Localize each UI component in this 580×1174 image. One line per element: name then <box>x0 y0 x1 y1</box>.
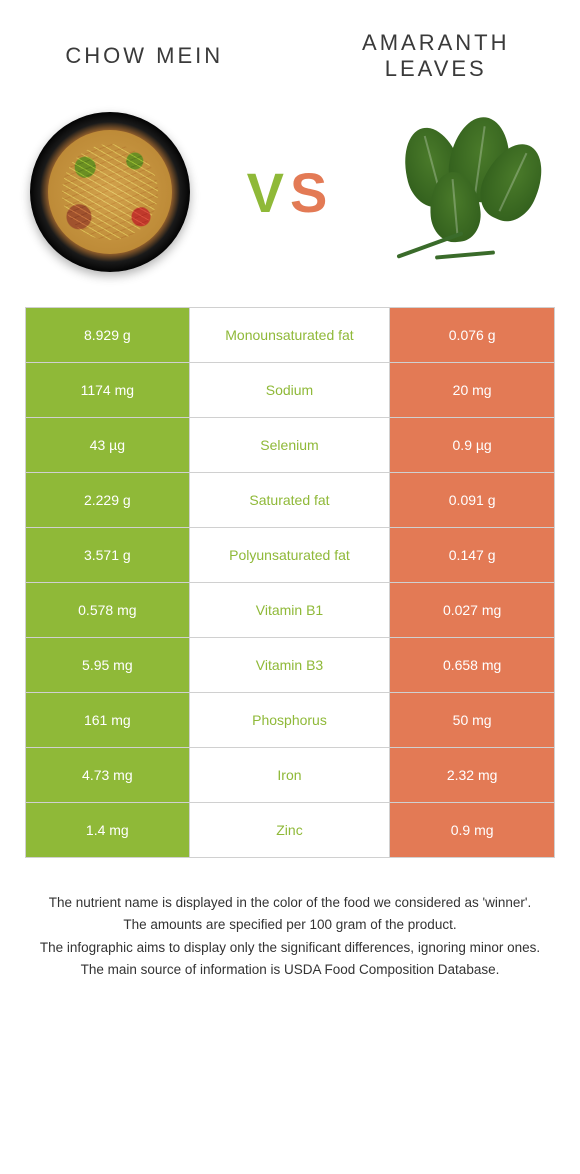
nutrient-label: Iron <box>190 748 391 802</box>
right-value: 0.147 g <box>390 528 554 582</box>
nutrient-row: 43 µgSelenium0.9 µg <box>26 418 554 473</box>
nutrient-table: 8.929 gMonounsaturated fat0.076 g1174 mg… <box>25 307 555 858</box>
left-food-image <box>25 107 195 277</box>
right-value: 0.091 g <box>390 473 554 527</box>
footnotes: The nutrient name is displayed in the co… <box>25 893 555 980</box>
nutrient-label: Saturated fat <box>190 473 391 527</box>
nutrient-row: 5.95 mgVitamin B30.658 mg <box>26 638 554 693</box>
footnote-line: The infographic aims to display only the… <box>35 938 545 958</box>
nutrient-label: Vitamin B3 <box>190 638 391 692</box>
left-value: 1174 mg <box>26 363 190 417</box>
left-value: 8.929 g <box>26 308 190 362</box>
nutrient-label: Sodium <box>190 363 391 417</box>
left-value: 43 µg <box>26 418 190 472</box>
footnote-line: The main source of information is USDA F… <box>35 960 545 980</box>
right-value: 0.658 mg <box>390 638 554 692</box>
right-value: 2.32 mg <box>390 748 554 802</box>
nutrient-label: Polyunsaturated fat <box>190 528 391 582</box>
left-value: 2.229 g <box>26 473 190 527</box>
nutrient-row: 1.4 mgZinc0.9 mg <box>26 803 554 858</box>
nutrient-row: 4.73 mgIron2.32 mg <box>26 748 554 803</box>
nutrient-row: 8.929 gMonounsaturated fat0.076 g <box>26 308 554 363</box>
chow-mein-icon <box>30 112 190 272</box>
footnote-line: The amounts are specified per 100 gram o… <box>35 915 545 935</box>
right-value: 0.076 g <box>390 308 554 362</box>
right-value: 20 mg <box>390 363 554 417</box>
nutrient-row: 3.571 gPolyunsaturated fat0.147 g <box>26 528 554 583</box>
right-value: 0.9 mg <box>390 803 554 857</box>
left-value: 5.95 mg <box>26 638 190 692</box>
nutrient-row: 161 mgPhosphorus50 mg <box>26 693 554 748</box>
right-value: 0.9 µg <box>390 418 554 472</box>
left-value: 1.4 mg <box>26 803 190 857</box>
nutrient-label: Selenium <box>190 418 391 472</box>
titles-row: CHOW MEIN AMARANTH LEAVES <box>25 30 555 82</box>
nutrient-label: Vitamin B1 <box>190 583 391 637</box>
nutrient-label: Monounsaturated fat <box>190 308 391 362</box>
nutrient-label: Zinc <box>190 803 391 857</box>
left-value: 3.571 g <box>26 528 190 582</box>
left-value: 0.578 mg <box>26 583 190 637</box>
right-value: 50 mg <box>390 693 554 747</box>
nutrient-label: Phosphorus <box>190 693 391 747</box>
footnote-line: The nutrient name is displayed in the co… <box>35 893 545 913</box>
vs-label: VS <box>247 160 334 225</box>
nutrient-row: 2.229 gSaturated fat0.091 g <box>26 473 554 528</box>
nutrient-row: 1174 mgSodium20 mg <box>26 363 554 418</box>
left-value: 161 mg <box>26 693 190 747</box>
left-value: 4.73 mg <box>26 748 190 802</box>
right-food-title: AMARANTH LEAVES <box>317 30 556 82</box>
amaranth-leaves-icon <box>385 117 555 267</box>
nutrient-row: 0.578 mgVitamin B10.027 mg <box>26 583 554 638</box>
left-food-title: CHOW MEIN <box>25 43 264 69</box>
infographic-container: CHOW MEIN AMARANTH LEAVES VS 8.929 gMono… <box>0 0 580 1002</box>
right-value: 0.027 mg <box>390 583 554 637</box>
images-row: VS <box>25 107 555 277</box>
right-food-image <box>385 107 555 277</box>
